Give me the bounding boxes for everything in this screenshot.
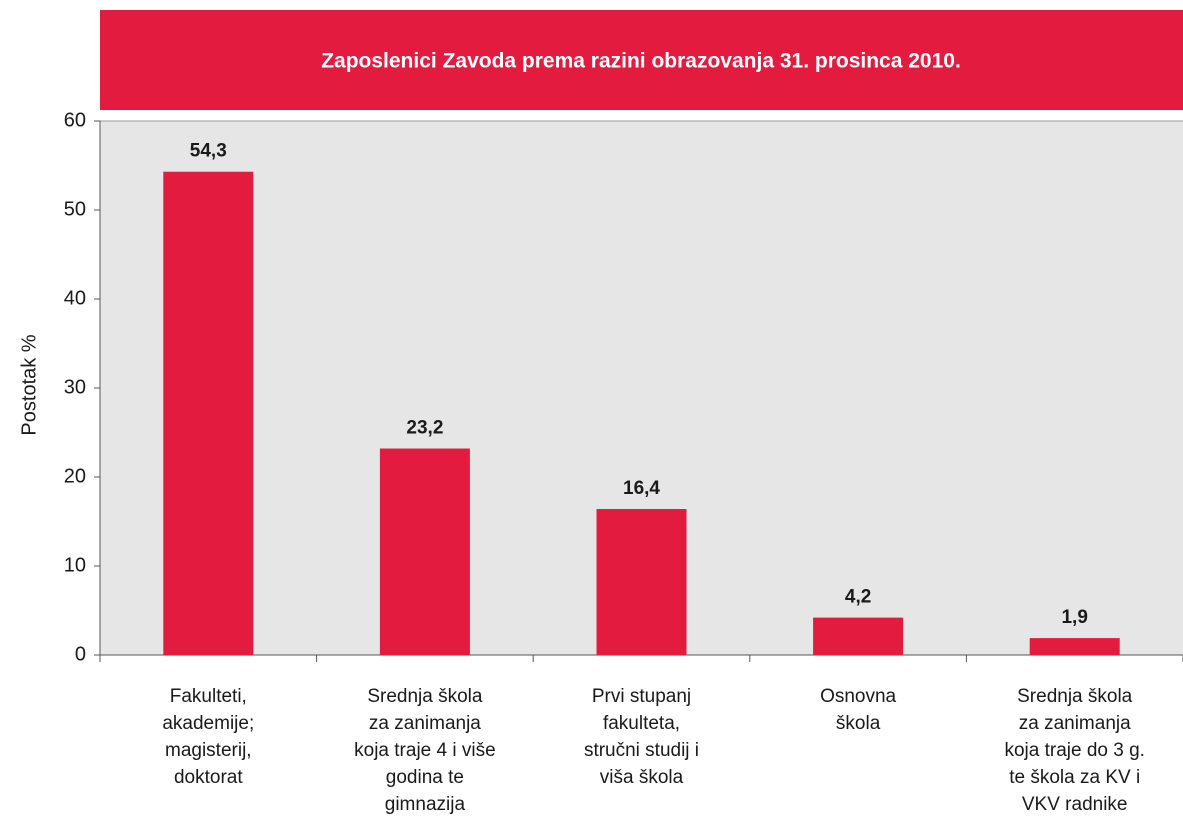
x-tick-label: Prvi stupanj fakulteta, stručni studij i vi… <box>584 686 699 788</box>
y-tick-label: 50 <box>64 198 86 220</box>
bar <box>379 448 470 655</box>
chart-title: Zaposlenici Zavoda prema razini obrazova… <box>321 50 961 73</box>
y-tick-label: 60 <box>64 109 86 131</box>
x-tick-label: Osnovna škola <box>820 686 896 734</box>
bar <box>596 509 687 655</box>
value-label: 1,9 <box>1061 607 1087 628</box>
y-tick-label: 30 <box>64 376 86 398</box>
y-tick-label: 20 <box>64 465 86 487</box>
bar <box>163 171 254 656</box>
y-tick-label: 0 <box>75 643 86 665</box>
bar <box>1029 638 1120 655</box>
x-tick-label: Srednja škola za zanimanja koja traje do 3… <box>1004 686 1144 815</box>
value-label: 4,2 <box>845 587 871 608</box>
y-tick-label: 40 <box>64 287 86 309</box>
y-axis-label: Postotak % <box>18 334 40 435</box>
title-banner <box>100 10 1183 110</box>
value-label: 16,4 <box>623 478 660 499</box>
y-tick-label: 10 <box>64 554 86 576</box>
x-tick-label: Fakulteti, akademije; magisterij, doktorat <box>162 686 254 788</box>
value-label: 54,3 <box>190 141 227 162</box>
x-tick-label: Srednja škola za zanimanja koja traje 4 i … <box>354 686 496 815</box>
bar <box>813 617 904 655</box>
value-label: 23,2 <box>406 418 443 439</box>
